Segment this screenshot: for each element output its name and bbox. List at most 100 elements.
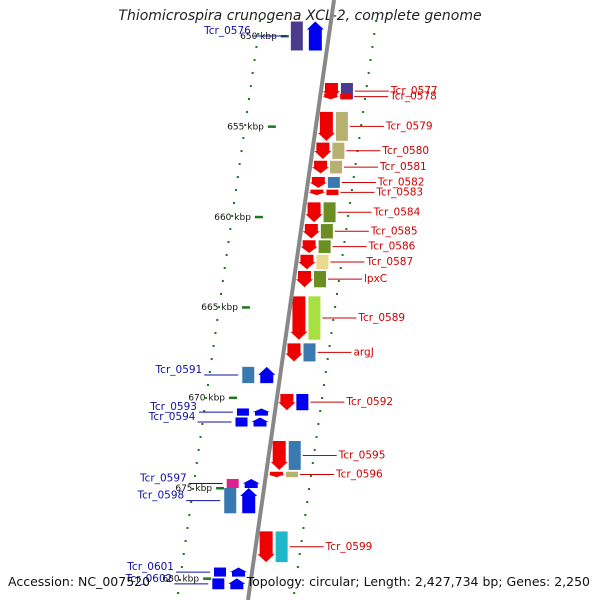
scale-dot <box>321 397 324 399</box>
gene-label[interactable]: Tcr_0581 <box>379 161 427 173</box>
gene-label[interactable]: Tcr_0596 <box>335 468 383 480</box>
gene-label[interactable]: Tcr_0597 <box>139 472 187 484</box>
gene-arrow[interactable] <box>298 254 316 270</box>
scale-tick-label: 650 kbp <box>240 32 277 42</box>
scale-dot <box>334 306 337 308</box>
scale-dot <box>212 345 215 347</box>
gene-label[interactable]: Tcr_0586 <box>368 241 416 253</box>
cog-box <box>340 93 353 100</box>
scale-dot <box>240 150 243 152</box>
cog-box <box>235 417 248 427</box>
scale-dot <box>311 462 314 464</box>
scale-dot <box>332 319 335 321</box>
scale-dot <box>298 553 301 555</box>
gene-arrow[interactable] <box>251 417 269 427</box>
gene-label[interactable]: Tcr_0598 <box>137 490 185 502</box>
scale-dot <box>319 410 322 412</box>
gene-arrow[interactable] <box>267 471 285 478</box>
gene-label[interactable]: Tcr_0583 <box>375 186 423 198</box>
gene-arrow[interactable] <box>240 488 258 514</box>
scale-dot <box>326 358 329 360</box>
scale-dot <box>203 410 206 412</box>
gene-label[interactable]: Tcr_0593 <box>149 401 197 413</box>
scale-tick-label: 670 kbp <box>188 394 225 404</box>
gene-label[interactable]: Tcr_0589 <box>357 312 405 324</box>
gene-arrow[interactable] <box>308 189 326 196</box>
scale-dot <box>339 267 342 269</box>
gene-arrow[interactable] <box>309 177 327 188</box>
gene-arrow[interactable] <box>285 343 303 362</box>
accession-info: Accession: NC_007520 <box>8 574 151 589</box>
gene-arrow[interactable] <box>322 93 340 100</box>
gene-arrow[interactable] <box>290 296 308 340</box>
cog-box <box>318 240 331 253</box>
cog-box <box>323 202 336 223</box>
scale-tick-mark <box>254 215 263 219</box>
gene-label[interactable]: Tcr_0576 <box>203 25 251 37</box>
gene-arrow[interactable] <box>306 21 324 51</box>
gene-label[interactable]: Tcr_0591 <box>155 364 203 376</box>
gene-arrow[interactable] <box>305 202 323 223</box>
scale-dot <box>367 72 370 74</box>
gene-label[interactable]: Tcr_0580 <box>381 145 429 157</box>
scale-dot <box>295 579 298 581</box>
cog-box <box>332 142 345 159</box>
scale-layer: 650 kbp 655 kbp 660 kbp 665 kbp 670 kbp 675 k… <box>162 20 378 594</box>
gene-label[interactable]: Tcr_0582 <box>377 176 425 188</box>
scale-dot <box>306 501 309 503</box>
gene-arrow[interactable] <box>312 160 330 174</box>
scale-dot <box>373 33 376 35</box>
scale-dot <box>375 20 378 22</box>
scale-dot <box>249 85 252 87</box>
gene-arrow[interactable] <box>302 224 320 239</box>
gene-arrow[interactable] <box>278 393 296 411</box>
scale-tick-label: 680 kbp <box>162 574 199 584</box>
gene-arrow[interactable] <box>300 240 318 253</box>
gene-label[interactable]: Tcr_0595 <box>338 449 386 461</box>
scale-dot <box>197 449 200 451</box>
scale-dot <box>206 384 209 386</box>
scale-dot <box>309 475 312 477</box>
gene-label[interactable]: Tcr_0577 <box>390 85 438 97</box>
gene-label[interactable]: lpxC <box>364 273 387 285</box>
gene-label[interactable]: Tcr_0594 <box>148 411 196 423</box>
cog-box <box>330 160 343 174</box>
gene-arrow[interactable] <box>252 408 270 416</box>
gene-label[interactable]: Tcr_0602 <box>125 573 173 585</box>
scale-dot <box>205 397 208 399</box>
gene-label[interactable]: argJ <box>353 346 373 358</box>
scale-dot <box>255 46 258 48</box>
scale-tick-label: 675 kbp <box>175 484 212 494</box>
gene-arrow[interactable] <box>295 271 313 288</box>
scale-dot <box>296 566 299 568</box>
scale-dot <box>313 449 316 451</box>
scale-dot <box>190 501 193 503</box>
scale-dot <box>233 202 236 204</box>
scale-dot <box>193 475 196 477</box>
gene-arrow[interactable] <box>257 531 275 563</box>
gene-arrow[interactable] <box>258 366 276 384</box>
scale-dot <box>315 436 318 438</box>
scale-dot <box>300 540 303 542</box>
gene-label[interactable]: Tcr_0587 <box>365 256 413 268</box>
gene-arrow[interactable] <box>314 142 332 159</box>
scale-dot <box>251 72 254 74</box>
gene-label[interactable]: Tcr_0599 <box>325 541 373 553</box>
gene-label[interactable]: Tcr_0601 <box>126 561 174 573</box>
gene-label[interactable]: Tcr_0585 <box>370 225 418 237</box>
scale-dot <box>238 163 241 165</box>
gene-arrow[interactable] <box>228 578 246 590</box>
gene-label[interactable]: Tcr_0578 <box>389 91 437 103</box>
scale-tick-mark <box>241 306 250 309</box>
scale-tick-label: 665 kbp <box>201 303 238 313</box>
scale-dot <box>349 202 352 204</box>
scale-dot <box>180 566 183 568</box>
gene-arrow[interactable] <box>242 478 260 488</box>
gene-arrow[interactable] <box>270 440 288 470</box>
gene-label[interactable]: Tcr_0579 <box>385 120 433 132</box>
cog-box <box>226 478 239 488</box>
gene-arrow[interactable] <box>317 111 335 141</box>
gene-label[interactable]: Tcr_0584 <box>373 206 421 218</box>
gene-label[interactable]: Tcr_0592 <box>345 396 393 408</box>
gene-arrow[interactable] <box>230 567 248 577</box>
